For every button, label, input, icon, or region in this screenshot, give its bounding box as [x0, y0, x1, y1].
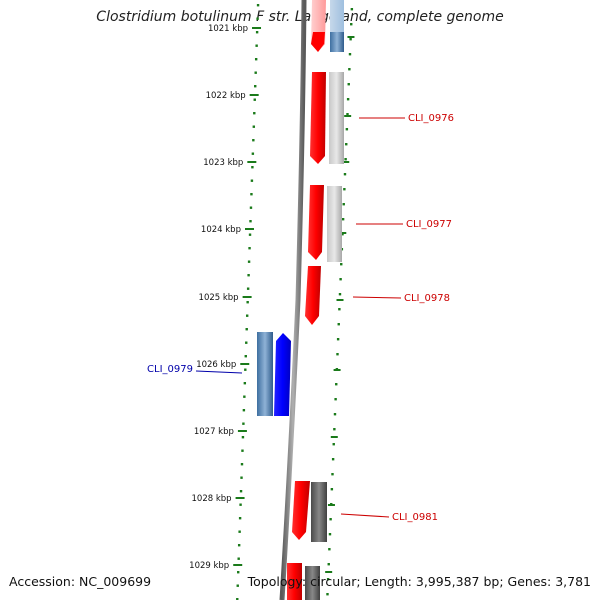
gene-label[interactable]: CLI_0979 [147, 364, 193, 375]
topology-label: Topology: circular; Length: 3,995,387 bp… [247, 574, 591, 589]
cds-arrow-cli-0979[interactable] [274, 333, 291, 416]
cds-arrow-cli-0978[interactable] [305, 266, 321, 325]
callout-line [195, 370, 243, 374]
gene-label[interactable]: CLI_0976 [408, 113, 454, 124]
tick-label: 1025 kbp [199, 293, 239, 303]
gene-box-cli-0976[interactable] [329, 72, 344, 164]
gene-label[interactable]: CLI_0977 [406, 219, 452, 230]
cds-arrow-cli-0981[interactable] [292, 481, 310, 540]
cds-arrow[interactable] [287, 563, 302, 600]
gene-box-cli-0981[interactable] [311, 482, 327, 542]
gene-callouts: CLI_0976 CLI_0977 CLI_0978 CLI_0979 CLI_0981 [147, 113, 454, 523]
genome-backbone [279, 0, 307, 600]
gene-box-cli-0977[interactable] [327, 186, 342, 262]
tick-label: 1024 kbp [201, 225, 241, 235]
tick-track [236, 4, 260, 600]
accession-label: Accession: NC_009699 [9, 574, 152, 589]
gene-box-cli-0979[interactable] [257, 332, 273, 416]
gene-box[interactable] [305, 566, 320, 600]
feature-track [257, 0, 344, 600]
cds-arrow[interactable] [311, 32, 325, 52]
tick-label: 1023 kbp [203, 158, 243, 168]
gene-label[interactable]: CLI_0981 [392, 512, 438, 523]
map-title: Clostridium botulinum F str. Langeland, … [96, 9, 504, 25]
tick-label: 1022 kbp [206, 91, 246, 101]
tick-label: 1028 kbp [192, 494, 232, 504]
gene-label[interactable]: CLI_0978 [404, 293, 450, 304]
tick-label: 1021 kbp [208, 24, 248, 34]
gene-box[interactable] [330, 32, 344, 52]
tick-label: 1027 kbp [194, 427, 234, 437]
cds-arrow-cli-0976[interactable] [310, 72, 326, 164]
tick-label: 1029 kbp [189, 561, 229, 571]
tick-labels: 1021 kbp 1022 kbp 1023 kbp 1024 kbp 1025 kbp… [189, 24, 262, 571]
outer-dotted-track [325, 8, 355, 596]
tick-label: 1026 kbp [196, 360, 236, 370]
callout-line [352, 296, 402, 299]
callout-line [340, 513, 390, 518]
cds-arrow-cli-0977[interactable] [308, 185, 324, 260]
